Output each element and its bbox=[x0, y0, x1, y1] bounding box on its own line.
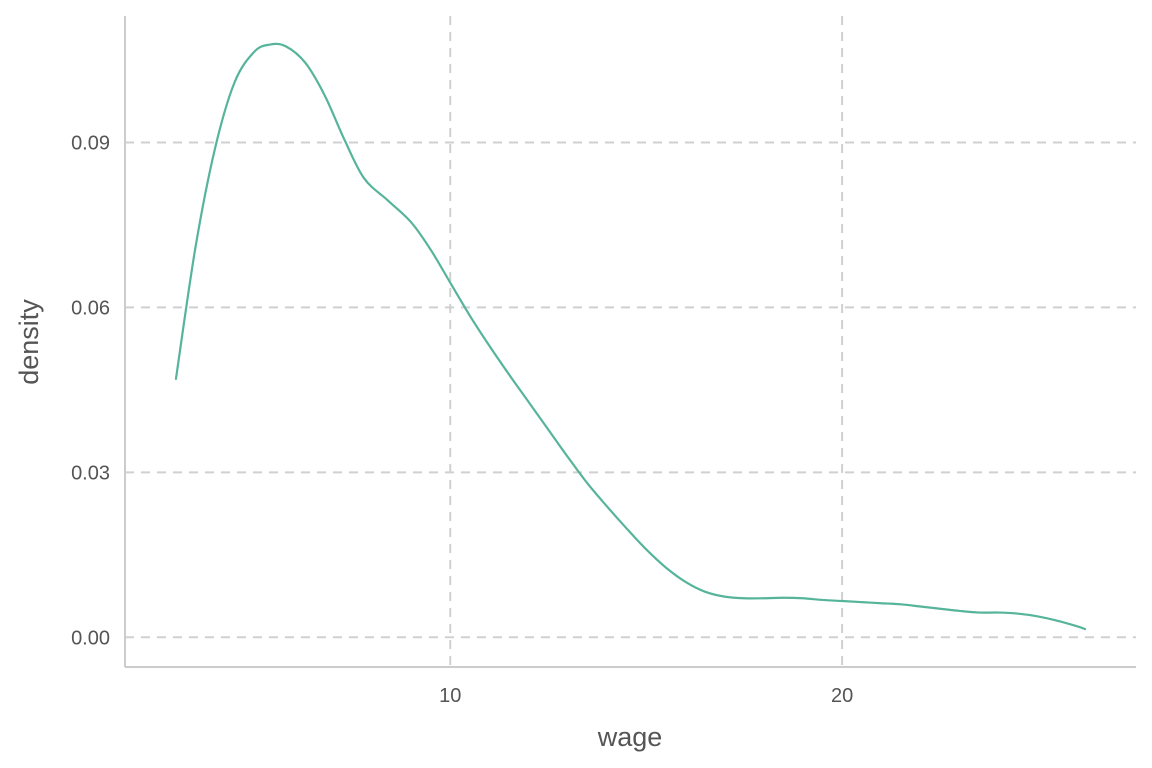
y-tick-label: 0.00 bbox=[71, 627, 110, 649]
x-tick-labels: 10 20 bbox=[439, 685, 853, 707]
grid-lines bbox=[125, 16, 1136, 667]
x-tick-label: 20 bbox=[831, 685, 853, 707]
x-axis-title: wage bbox=[597, 722, 663, 752]
y-tick-label: 0.06 bbox=[71, 297, 110, 319]
density-line bbox=[174, 42, 1087, 631]
y-tick-label: 0.09 bbox=[71, 132, 110, 154]
x-tick-label: 10 bbox=[439, 685, 461, 707]
y-tick-labels: 0.00 0.03 0.06 0.09 bbox=[71, 132, 110, 649]
y-tick-label: 0.03 bbox=[71, 462, 110, 484]
series-layer bbox=[174, 42, 1087, 631]
y-axis-title: density bbox=[14, 299, 44, 385]
